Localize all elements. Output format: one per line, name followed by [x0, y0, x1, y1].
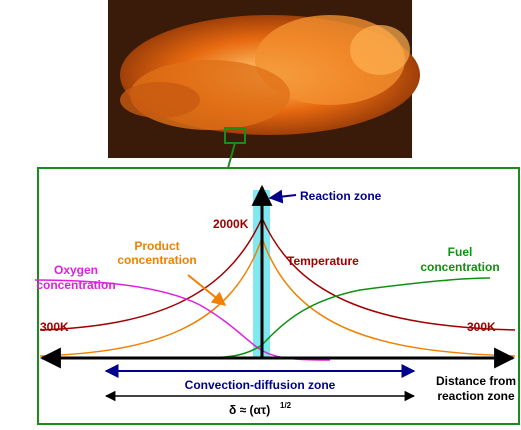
label: Oxygen [54, 263, 98, 277]
label: Product [134, 239, 179, 253]
diagram: Reaction zone 2000K Product concentratio… [0, 0, 521, 425]
label: 1/2 [280, 401, 292, 410]
temperature-curve [40, 218, 515, 330]
label: concentration [420, 260, 499, 274]
product-arrow [188, 275, 225, 305]
label: δ ≈ (ατ) [229, 403, 270, 417]
label: Convection-diffusion zone [185, 378, 336, 392]
reaction-zone-arrow [270, 195, 296, 198]
label: concentration [36, 278, 115, 292]
label: 300K [40, 320, 69, 334]
label: Reaction zone [300, 189, 382, 203]
label: Distance from [436, 374, 516, 388]
flame-photo [108, 0, 420, 158]
label: concentration [117, 253, 196, 267]
label: 2000K [213, 217, 249, 231]
product-curve [40, 238, 515, 356]
fuel-curve [195, 278, 490, 358]
label: 300K [467, 320, 496, 334]
oxygen-curve [35, 280, 330, 360]
label: reaction zone [437, 389, 515, 403]
label: Temperature [287, 254, 359, 268]
label: Fuel [448, 245, 473, 259]
